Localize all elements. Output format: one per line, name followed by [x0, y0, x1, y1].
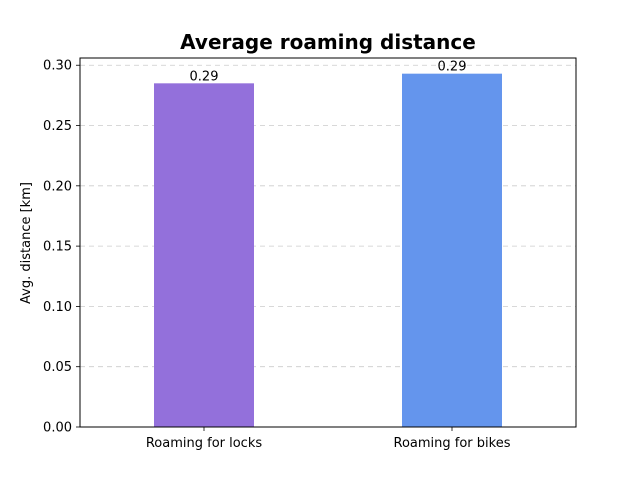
chart-title: Average roaming distance [180, 30, 476, 54]
bars [154, 73, 502, 428]
y-axis-label: Avg. distance [km] [19, 182, 34, 304]
data-labels: 0.29 0.29 [190, 60, 467, 85]
y-tick-label: 0.20 [43, 179, 72, 194]
y-tick-label: 0.15 [43, 240, 72, 255]
y-axis-ticks: 0.00 0.05 0.10 0.15 0.20 0.25 0.30 [43, 59, 80, 436]
x-tick-label: Roaming for bikes [394, 436, 511, 451]
x-axis-ticks: Roaming for locks Roaming for bikes [146, 427, 511, 451]
bar-value-label: 0.29 [438, 60, 467, 75]
axes-frame [79, 57, 577, 428]
bar [402, 73, 502, 428]
bar-value-label: 0.29 [190, 69, 219, 84]
y-tick-label: 0.00 [43, 421, 72, 436]
y-tick-label: 0.25 [43, 119, 72, 134]
bar [154, 83, 254, 427]
y-tick-label: 0.30 [43, 59, 72, 74]
x-tick-label: Roaming for locks [146, 436, 263, 451]
y-tick-label: 0.10 [43, 300, 72, 315]
y-tick-label: 0.05 [43, 360, 72, 375]
